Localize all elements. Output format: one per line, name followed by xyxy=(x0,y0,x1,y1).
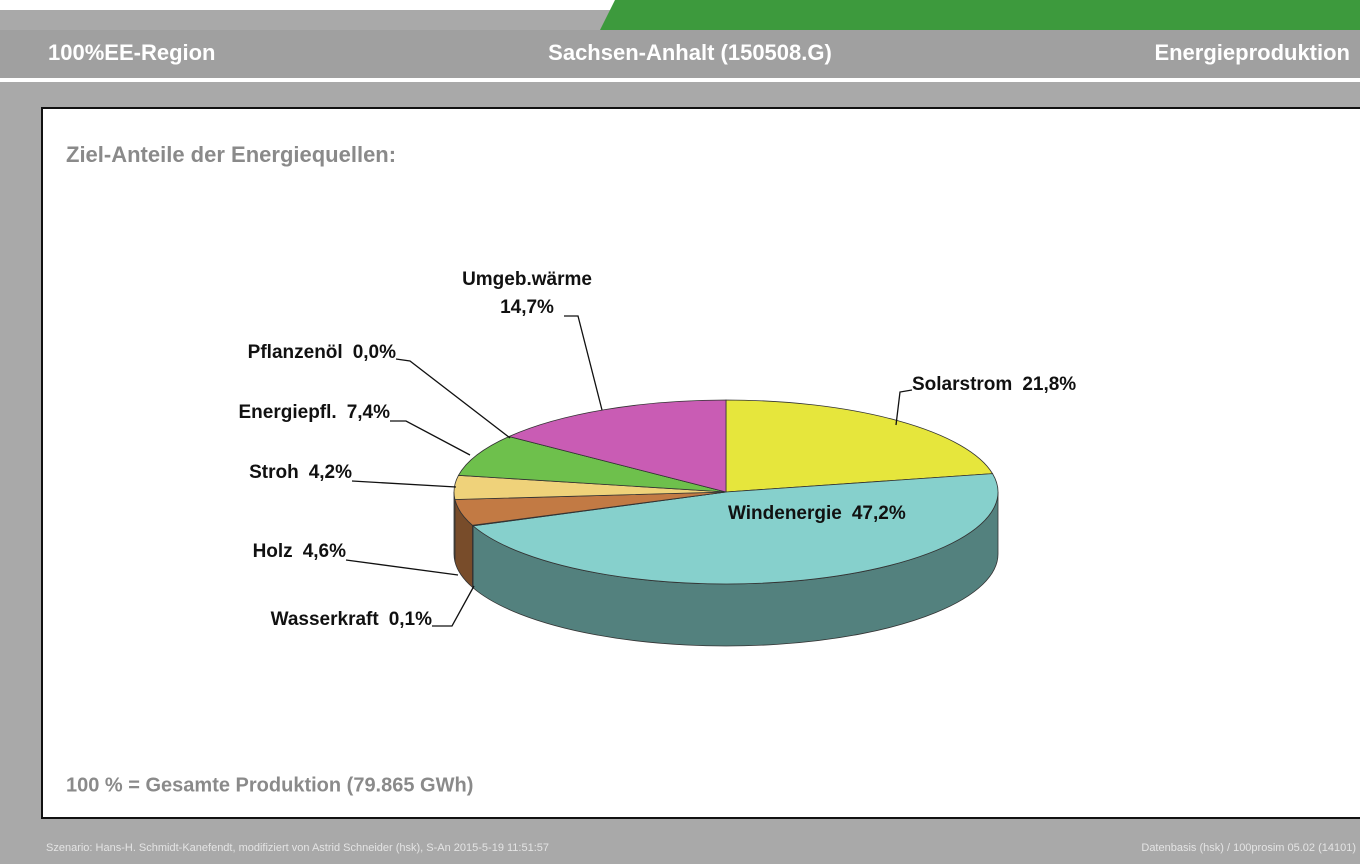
slice-label-group: Windenergie 47,2% xyxy=(728,503,906,524)
slice xyxy=(457,436,727,493)
slice xyxy=(507,399,727,493)
slice-label: Windenergie xyxy=(728,503,842,524)
header-center: Sachsen-Anhalt (150508.G) xyxy=(548,40,832,65)
slice-value-label: 4,2% xyxy=(309,462,352,483)
leader-line xyxy=(345,559,459,576)
slice-label-group: Solarstrom 21,8% xyxy=(912,374,1076,395)
slice-label-group: Energiepfl. 7,4% xyxy=(239,402,391,423)
pie: Solarstrom 21,8% Windenergie 47,2% Wasserkra… xyxy=(239,269,1076,647)
leader-line xyxy=(351,480,457,488)
slice-label: Solarstrom xyxy=(912,374,1012,395)
slice-value-label: 47,2% xyxy=(852,503,906,524)
header-rule xyxy=(0,78,1360,82)
header-band xyxy=(0,30,1360,78)
slice-label: Wasserkraft xyxy=(271,609,380,630)
slice-label: Umgeb.wärme xyxy=(462,269,592,290)
slice-value-label: 14,7% xyxy=(500,297,554,318)
green-band xyxy=(600,0,1360,30)
slice-label: Stroh xyxy=(249,462,299,483)
slice-label-group: Holz 4,6% xyxy=(253,541,347,562)
leader-line xyxy=(564,315,603,411)
slice-value-label: 21,8% xyxy=(1022,374,1076,395)
slice-label-group: Stroh 4,2% xyxy=(249,462,352,483)
slice-value-label: 0,1% xyxy=(389,609,432,630)
slice-label-group: Wasserkraft 0,1% xyxy=(271,609,432,630)
slice-label-group: Pflanzenöl 0,0% xyxy=(248,342,396,363)
chart-note: 100 % = Gesamte Produktion (79.865 GWh) xyxy=(66,774,473,796)
slice-value-label: 0,0% xyxy=(353,342,396,363)
slice xyxy=(725,399,994,493)
footer-left: Szenario: Hans-H. Schmidt-Kanefendt, mod… xyxy=(46,842,549,854)
slice-value-label: 7,4% xyxy=(347,402,390,423)
header-left: 100%EE-Region xyxy=(48,40,216,65)
leader-line xyxy=(432,585,475,627)
leader-line xyxy=(390,420,471,456)
footer-right: Datenbasis (hsk) / 100prosim 05.02 (1410… xyxy=(1141,842,1356,854)
leader-line xyxy=(895,389,913,426)
slice xyxy=(472,473,999,585)
header-right: Energieproduktion xyxy=(1154,40,1350,65)
slice-label: Pflanzenöl xyxy=(248,342,343,363)
leader-line xyxy=(395,358,511,439)
slice-side xyxy=(453,491,456,562)
chart-title: Ziel-Anteile der Energiequellen: xyxy=(66,142,396,167)
slice-label: Holz xyxy=(253,541,293,562)
slice-value-label: 4,6% xyxy=(303,541,346,562)
slice-label: Energiepfl. xyxy=(239,402,337,423)
